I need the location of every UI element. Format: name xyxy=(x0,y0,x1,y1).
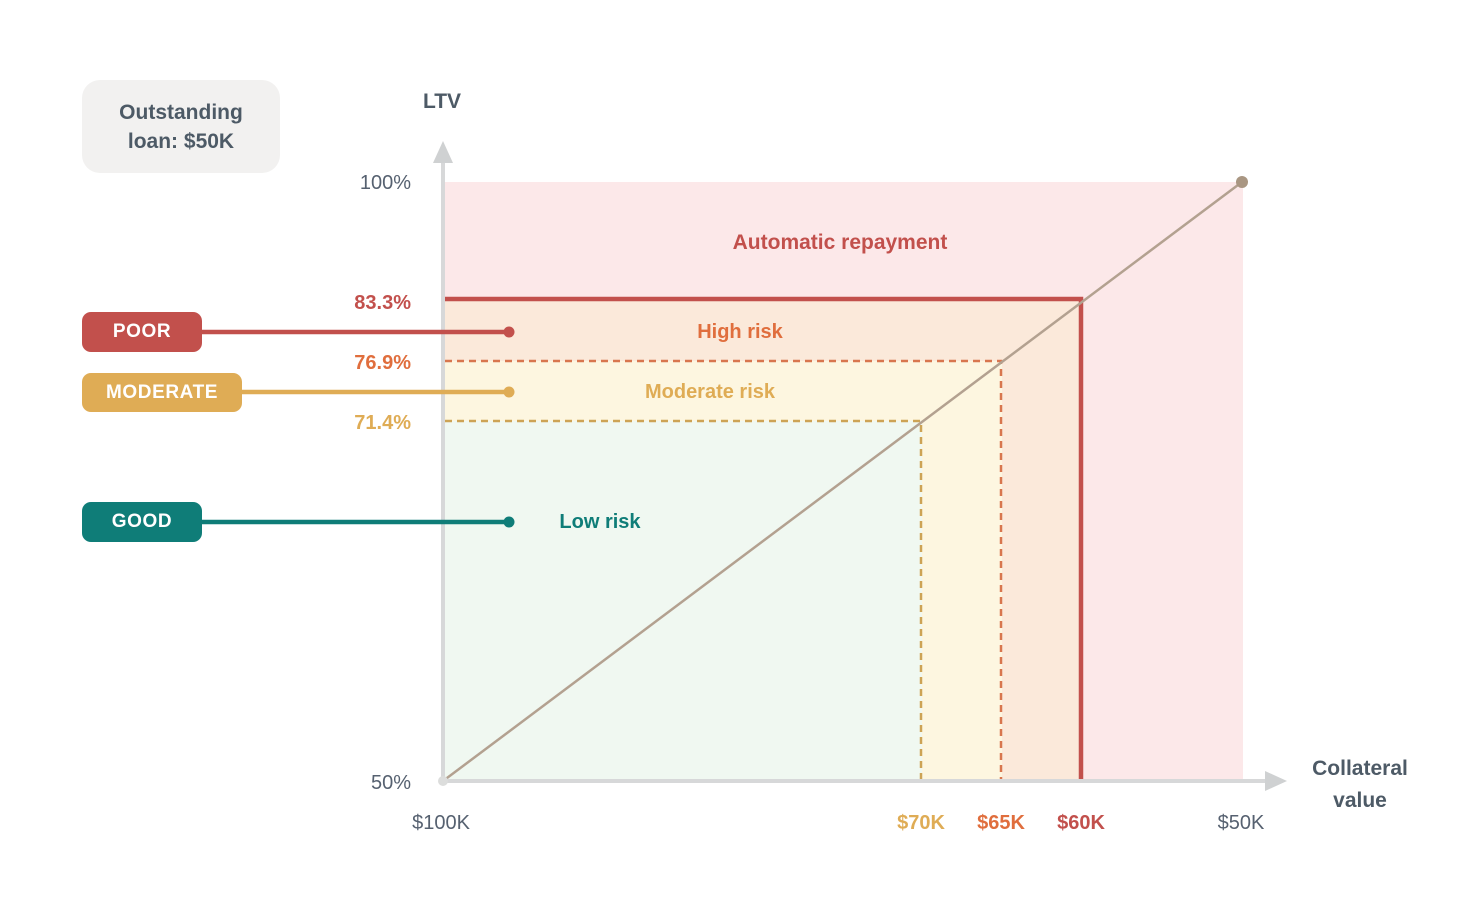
gold-dashed-boundary xyxy=(445,419,923,779)
y-axis-title: LTV xyxy=(422,90,462,113)
outstanding-loan-line1: Outstanding xyxy=(119,100,243,124)
orange-dashed-boundary xyxy=(445,359,1003,779)
x-tick-60k: $60K xyxy=(1057,812,1105,834)
diagonal-ltv-line xyxy=(442,180,1243,783)
y-threshold-71-4pct: 71.4% xyxy=(354,412,411,434)
good-leader-dot xyxy=(503,516,515,528)
y-threshold-83-3pct: 83.3% xyxy=(354,292,411,314)
grade-badge-moderate: MODERATE xyxy=(82,373,242,412)
x-axis-title-line1: Collateral xyxy=(1312,757,1408,780)
origin-dot xyxy=(438,776,448,786)
zone-label-moderate-risk: Moderate risk xyxy=(644,381,776,403)
outstanding-loan-line2: loan: $50K xyxy=(127,129,235,153)
y-tick-50pct: 50% xyxy=(370,772,411,794)
zone-label-high-risk: High risk xyxy=(697,321,783,343)
y-axis-arrowhead xyxy=(433,141,453,163)
moderate-leader-dot xyxy=(503,386,515,398)
red-solid-boundary xyxy=(443,296,1084,779)
y-threshold-76-9pct: 76.9% xyxy=(354,352,411,374)
x-axis-title: Collateral value xyxy=(1298,753,1422,817)
diagonal-end-dot xyxy=(1236,176,1248,188)
outstanding-loan-badge: Outstanding loan: $50K xyxy=(82,80,280,173)
poor-leader-dot xyxy=(503,326,515,338)
x-tick-50k: $50K xyxy=(1217,812,1265,834)
x-tick-65k: $65K xyxy=(977,812,1025,834)
x-tick-70k: $70K xyxy=(897,812,945,834)
x-axis-title-line2: value xyxy=(1333,789,1387,812)
grade-badge-poor: POOR xyxy=(82,312,202,352)
x-axis-arrowhead xyxy=(1265,771,1287,791)
grade-badge-good: GOOD xyxy=(82,502,202,542)
x-tick-100k: $100K xyxy=(412,812,470,834)
zone-label-automatic-repayment: Automatic repayment xyxy=(732,231,948,254)
y-tick-100pct: 100% xyxy=(359,172,411,194)
zone-label-low-risk: Low risk xyxy=(559,511,641,533)
